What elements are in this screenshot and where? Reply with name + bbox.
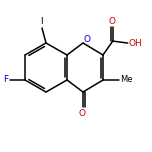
Text: O: O — [83, 36, 90, 45]
Text: O: O — [108, 17, 115, 26]
Text: OH: OH — [129, 39, 143, 48]
Text: O: O — [78, 109, 85, 117]
Text: Me: Me — [120, 76, 132, 85]
Text: F: F — [3, 76, 9, 85]
Text: I: I — [40, 17, 42, 26]
